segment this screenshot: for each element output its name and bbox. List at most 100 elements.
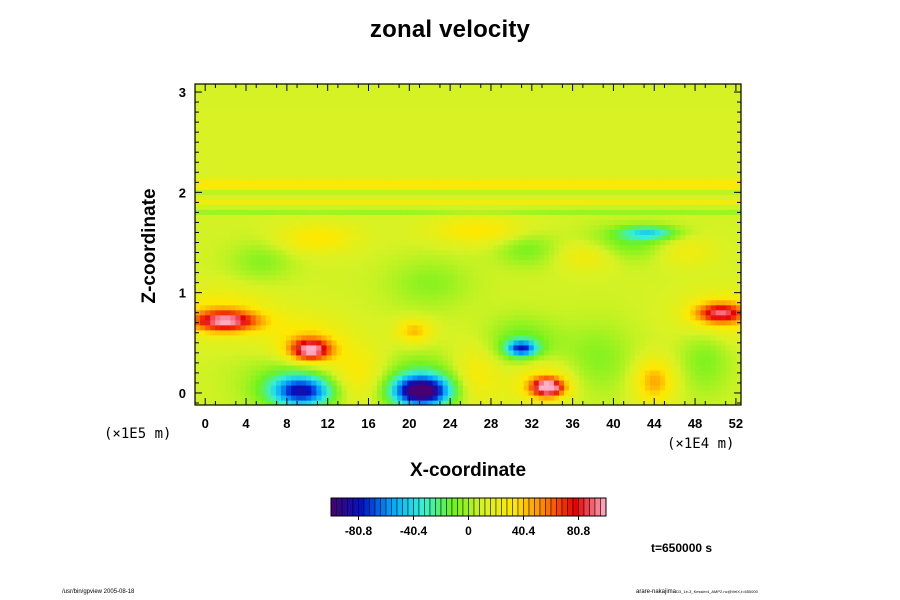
velocity-cell xyxy=(518,319,525,326)
velocity-cell xyxy=(675,184,681,190)
velocity-cell xyxy=(559,384,565,391)
velocity-cell xyxy=(685,334,692,341)
velocity-cell xyxy=(543,309,550,316)
velocity-cell xyxy=(417,269,424,276)
velocity-cell xyxy=(215,174,221,180)
velocity-cell xyxy=(655,374,661,381)
velocity-cell xyxy=(265,279,272,286)
velocity-cell xyxy=(589,264,595,271)
velocity-cell xyxy=(195,234,201,241)
velocity-cell xyxy=(574,284,580,291)
velocity-cell xyxy=(609,239,616,246)
velocity-cell xyxy=(559,244,565,251)
velocity-cell xyxy=(260,264,267,271)
velocity-cell xyxy=(589,279,595,286)
velocity-cells xyxy=(195,84,741,405)
velocity-cell xyxy=(584,209,590,216)
velocity-cell xyxy=(685,294,692,301)
velocity-cell xyxy=(650,279,656,286)
velocity-cell xyxy=(569,344,575,351)
velocity-cell xyxy=(200,204,206,210)
velocity-cell xyxy=(447,274,454,281)
velocity-cell xyxy=(660,179,666,185)
velocity-cell xyxy=(543,269,550,276)
velocity-cell xyxy=(574,339,580,346)
velocity-cell xyxy=(215,194,221,200)
velocity-cell xyxy=(604,219,611,226)
velocity-cell xyxy=(270,354,277,361)
velocity-cell xyxy=(220,199,226,205)
velocity-cell xyxy=(407,369,413,376)
velocity-cell xyxy=(371,279,378,286)
velocity-cell xyxy=(382,234,388,241)
velocity-cell xyxy=(523,304,530,311)
velocity-cell xyxy=(316,204,322,210)
velocity-cell xyxy=(205,344,211,351)
velocity-cell xyxy=(730,274,737,281)
velocity-cell xyxy=(255,274,262,281)
velocity-cell xyxy=(599,299,606,306)
velocity-cell xyxy=(680,249,686,256)
velocity-cell xyxy=(230,249,237,256)
velocity-cell xyxy=(306,324,312,331)
velocity-cell xyxy=(700,179,707,185)
velocity-cell xyxy=(341,194,348,200)
velocity-cell xyxy=(402,259,408,266)
velocity-cell xyxy=(670,189,676,195)
velocity-cell xyxy=(639,264,646,271)
velocity-cell xyxy=(371,379,378,386)
velocity-cell xyxy=(705,174,712,180)
velocity-cell xyxy=(498,314,504,321)
velocity-cell xyxy=(609,194,616,200)
velocity-cell xyxy=(437,204,444,210)
velocity-cell xyxy=(195,244,201,251)
velocity-cell xyxy=(533,369,540,376)
velocity-cell xyxy=(336,309,343,316)
velocity-cell xyxy=(493,274,499,281)
velocity-cell xyxy=(306,389,312,396)
velocity-cell xyxy=(275,279,282,286)
velocity-cell xyxy=(538,364,545,371)
velocity-cell xyxy=(700,229,707,236)
velocity-cell xyxy=(650,179,656,185)
velocity-cell xyxy=(483,384,489,391)
velocity-cell xyxy=(680,244,686,251)
velocity-cell xyxy=(387,339,393,346)
velocity-cell xyxy=(599,294,606,301)
velocity-cell xyxy=(569,204,575,210)
velocity-cell xyxy=(215,379,221,386)
velocity-cell xyxy=(609,364,616,371)
velocity-cell xyxy=(321,169,328,175)
velocity-cell xyxy=(280,269,287,276)
velocity-cell xyxy=(402,229,408,236)
velocity-cell xyxy=(422,274,429,281)
velocity-cell xyxy=(660,384,666,391)
velocity-cell xyxy=(665,214,671,221)
velocity-cell xyxy=(366,199,373,205)
velocity-cell xyxy=(407,204,413,210)
velocity-cell xyxy=(361,209,368,216)
velocity-cell xyxy=(624,289,631,296)
velocity-cell xyxy=(447,189,454,195)
velocity-cell xyxy=(437,179,444,185)
velocity-cell xyxy=(559,284,565,291)
velocity-cell xyxy=(670,209,676,216)
velocity-cell xyxy=(326,229,333,236)
velocity-cell xyxy=(291,169,297,175)
velocity-cell xyxy=(407,344,413,351)
velocity-cell xyxy=(533,349,540,356)
velocity-cell xyxy=(634,344,641,351)
velocity-cell xyxy=(417,284,424,291)
velocity-cell xyxy=(715,189,722,195)
velocity-cell xyxy=(488,199,494,205)
velocity-cell xyxy=(235,279,242,286)
velocity-cell xyxy=(564,254,570,261)
velocity-cell xyxy=(503,344,510,351)
velocity-cell xyxy=(412,269,419,276)
velocity-cell xyxy=(513,344,520,351)
velocity-cell xyxy=(629,389,636,396)
velocity-cell xyxy=(432,379,439,386)
velocity-cell xyxy=(422,284,429,291)
velocity-cell xyxy=(513,309,520,316)
velocity-cell xyxy=(619,264,626,271)
